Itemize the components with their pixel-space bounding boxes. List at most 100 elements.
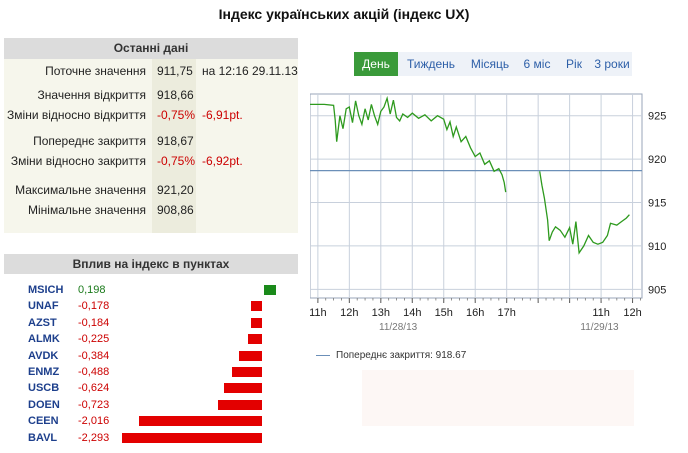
influence-ticker-link[interactable]: BAVL [28,431,58,444]
y-tick-label: 920 [648,154,666,166]
influence-panel: Вплив на індекс в пунктах MSICH 0,198 UNAF… [4,254,298,444]
value-column-bg [152,59,196,233]
change-close-label: Зміни відносно закриття [10,154,146,168]
influence-row: UNAF -0,178 [4,298,298,314]
prev-close-label: Попереднє закриття [33,134,146,148]
influence-value: -0,723 [78,398,110,411]
legend-prev-close: Попереднє закриття: 918.67 [336,350,467,361]
chart-info-box [362,370,634,426]
min-value-label: Мінімальне значення [28,203,146,217]
x-tick-label: 12h [340,307,358,319]
influence-bar [232,367,262,377]
influence-value: -0,624 [78,382,110,395]
influence-ticker-link[interactable]: ENMZ [28,366,60,378]
influence-value: -2,016 [78,415,110,428]
y-tick-label: 915 [648,198,666,210]
max-value-row: Максимальне значення 921,20 [4,180,298,200]
change-open-row: Зміни відносно відкриття -0,75% -6,91pt. [4,105,298,125]
date-label: 11/28/13 [379,322,418,333]
chart-legend: Попереднє закриття: 918.67 [316,350,466,361]
influence-bar [138,416,262,427]
current-value-label: Поточне значення [45,64,146,78]
influence-bar [251,301,262,312]
range-tabs: День Тиждень Місяць 6 міс Рік 3 роки [354,52,632,76]
influence-ticker-link[interactable]: USCB [28,382,60,395]
influence-ticker-link[interactable]: AZST [28,316,57,329]
influence-row: DOEN -0,723 [4,397,298,413]
y-tick-label: 910 [648,241,666,253]
x-tick-label: 13h [372,307,390,319]
influence-ticker-link[interactable]: ALMK [28,333,60,346]
tab-day[interactable]: День [354,52,398,76]
influence-bar [238,350,262,361]
y-tick-label: 925 [648,111,666,123]
prev-close-value: 918,67 [157,134,194,148]
min-value-row: Мінімальне значення 908,86 [4,200,298,220]
current-value: 911,75 [157,64,193,78]
open-value-row: Значення відкриття 918,66 [4,85,298,105]
influence-value: -0,225 [78,333,110,346]
influence-value: -2,293 [78,431,110,444]
influence-ticker-link[interactable]: DOEN [28,398,60,411]
x-tick-label: 11h [310,307,327,319]
influence-bar [223,383,262,394]
influence-bar [122,432,262,443]
legend-line-swatch [316,354,330,356]
tab-week[interactable]: Тиждень [406,57,456,71]
current-time: на 12:16 29.11.13 [202,64,298,78]
x-tick-label: 15h [435,307,453,319]
max-value-label: Максимальне значення [15,183,146,197]
influence-ticker-link[interactable]: UNAF [28,300,59,313]
plot-frame [310,93,643,299]
index-line-chart: 11h 12h 13h 14h 15h 16h 17h 11h 12h 11/28/13 11/29… [310,93,666,333]
index-series-line [310,95,507,193]
x-tick-label: 11h [592,307,610,319]
influence-value: 0,198 [78,284,106,296]
influence-ticker-link[interactable]: MSICH [28,284,64,296]
influence-bar [217,399,262,410]
influence-row: ENMZ -0,488 [4,364,298,380]
prev-close-row: Попереднє закриття 918,67 [4,131,298,151]
x-tick-label: 16h [466,307,484,319]
min-value: 908,86 [157,203,194,217]
influence-row: AVDK -0,384 [4,348,298,364]
influence-row: USCB -0,624 [4,380,298,396]
tab-month[interactable]: Місяць [470,57,510,71]
influence-value: -0,184 [78,316,110,329]
influence-value: -0,488 [78,366,110,378]
change-open-pct: -0,75% [157,108,196,122]
y-tick-label: 905 [648,284,666,296]
x-tick-label: 17h [498,307,516,319]
tab-6m[interactable]: 6 міс [523,57,551,71]
influence-header: Вплив на індекс в пунктах [4,254,298,274]
chart-area: День Тиждень Місяць 6 міс Рік 3 роки 11h 12h 13… [310,38,688,426]
open-value: 918,66 [157,88,194,102]
influence-bar [248,334,262,345]
change-close-pct: -0,75% [157,154,196,168]
influence-value: -0,384 [78,349,110,362]
influence-bar [264,285,277,295]
influence-row: CEEN -2,016 [4,413,298,429]
influence-row: ALMK -0,225 [4,331,298,347]
tab-year[interactable]: Рік [566,57,582,71]
influence-ticker-link[interactable]: CEEN [28,415,59,428]
tab-3y[interactable]: 3 роки [594,57,630,71]
open-value-label: Значення відкриття [37,88,146,102]
index-series-line [539,171,630,255]
influence-ticker-link[interactable]: AVDK [28,349,59,362]
max-value: 921,20 [157,183,194,197]
x-tick-label: 14h [403,307,421,319]
page-title: Індекс українських акцій (індекс UX) [218,6,470,22]
change-open-pt: -6,91pt. [202,108,243,122]
influence-bar [250,317,262,328]
change-close-pt: -6,92pt. [202,154,243,168]
summary-table: Поточне значення 911,75 на 12:16 29.11.1… [4,59,298,233]
x-tick-label: 12h [623,307,641,319]
influence-row: MSICH 0,198 [4,282,298,298]
current-value-row: Поточне значення 911,75 на 12:16 29.11.1… [4,61,298,81]
summary-header: Останні дані [4,38,298,59]
date-label: 11/29/13 [580,322,619,333]
influence-value: -0,178 [78,300,110,313]
summary-panel: Останні дані Поточне значення 911,75 на … [4,38,298,233]
influence-row: BAVL -2,293 [4,430,298,446]
